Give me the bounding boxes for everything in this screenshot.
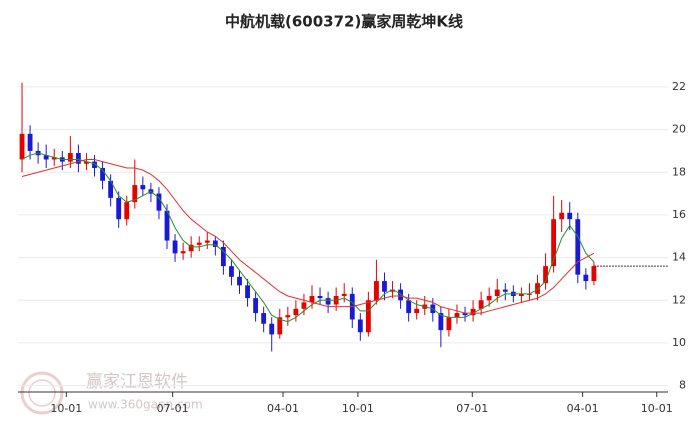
candle-body: [478, 300, 484, 309]
candle-body: [365, 300, 371, 333]
x-tick-label: 10-01: [342, 402, 374, 415]
candle-body: [43, 155, 49, 160]
candle-body: [67, 153, 73, 162]
candle-body: [317, 296, 323, 299]
y-tick-label: 10: [672, 336, 686, 349]
watermark: 赢家江恩软件: [86, 372, 188, 392]
candle-body: [309, 296, 315, 303]
candle-body: [398, 289, 404, 301]
candle-body: [462, 313, 468, 316]
candle-body: [245, 285, 250, 299]
candle-body: [357, 319, 363, 333]
candle-body: [374, 281, 379, 301]
candle-body: [325, 298, 331, 305]
y-tick-label: 8: [679, 379, 686, 392]
x-tick-label: 10-01: [641, 402, 673, 415]
candle-body: [132, 185, 138, 203]
candle-body: [390, 289, 395, 292]
candle-body: [220, 246, 226, 267]
candle-body: [261, 313, 267, 324]
candle-body: [293, 308, 299, 316]
candle-body: [591, 266, 597, 282]
candle-body: [237, 276, 242, 286]
y-tick-label: 12: [672, 293, 686, 306]
candle-body: [551, 219, 557, 267]
candle-body: [567, 212, 573, 220]
candle-body: [156, 193, 162, 211]
candle-body: [285, 315, 291, 318]
candle-body: [124, 202, 130, 220]
candle-body: [84, 161, 89, 164]
candle-body: [19, 133, 25, 160]
candle-body: [188, 244, 194, 252]
candle-body: [438, 313, 444, 331]
candle-body: [172, 240, 178, 254]
logo-ring: [20, 371, 64, 415]
x-tick-label: 10-01: [50, 402, 82, 415]
y-tick-label: 16: [672, 208, 686, 221]
candle-body: [575, 219, 581, 275]
candle-body: [446, 317, 452, 331]
candle-body: [382, 281, 387, 292]
x-tick-label: 04-01: [567, 402, 599, 415]
watermark-logo: [20, 371, 64, 415]
y-tick-label: 20: [672, 123, 686, 136]
x-tick-label: 04-01: [267, 402, 299, 415]
candle-body: [502, 289, 508, 292]
chart-title: 中航机载(600372)赢家周乾坤K线: [225, 13, 463, 31]
candle-body: [454, 313, 460, 318]
candle-body: [229, 266, 234, 277]
candle-body: [518, 293, 524, 296]
candle-body: [27, 133, 33, 151]
candle-body: [277, 317, 283, 335]
candle-body: [180, 251, 186, 254]
y-tick-label: 22: [672, 80, 686, 93]
candle-body: [75, 153, 81, 164]
logo-inner: [28, 379, 56, 407]
candle-body: [494, 289, 500, 296]
candle-body: [414, 308, 420, 314]
candle-body: [253, 298, 259, 314]
candle-body: [196, 242, 202, 245]
candle-body: [212, 240, 218, 247]
candle-body: [204, 240, 210, 243]
candle-body: [486, 296, 492, 301]
candle-body: [470, 308, 476, 316]
candle-body: [100, 168, 105, 181]
moving-average: [21, 152, 595, 323]
candle-body: [92, 161, 97, 168]
candle-body: [269, 323, 275, 335]
y-tick-label: 14: [672, 251, 686, 264]
candle-body: [51, 157, 57, 160]
candle-body: [559, 212, 565, 220]
candle-body: [301, 302, 307, 309]
watermark-url: www.360gann.com: [88, 398, 203, 412]
candle-body: [583, 274, 589, 282]
candle-body: [535, 283, 540, 294]
y-tick-label: 18: [672, 165, 686, 178]
candle-body: [406, 300, 412, 314]
candle-body: [164, 210, 170, 241]
candle-body: [116, 197, 122, 220]
candle-body: [140, 185, 146, 190]
x-tick-label: 07-01: [456, 402, 488, 415]
candle-body: [341, 293, 347, 296]
x-tick-label: 07-01: [157, 402, 189, 415]
moving-average: [21, 158, 595, 314]
candle-body: [108, 180, 114, 198]
candle-body: [543, 266, 548, 284]
